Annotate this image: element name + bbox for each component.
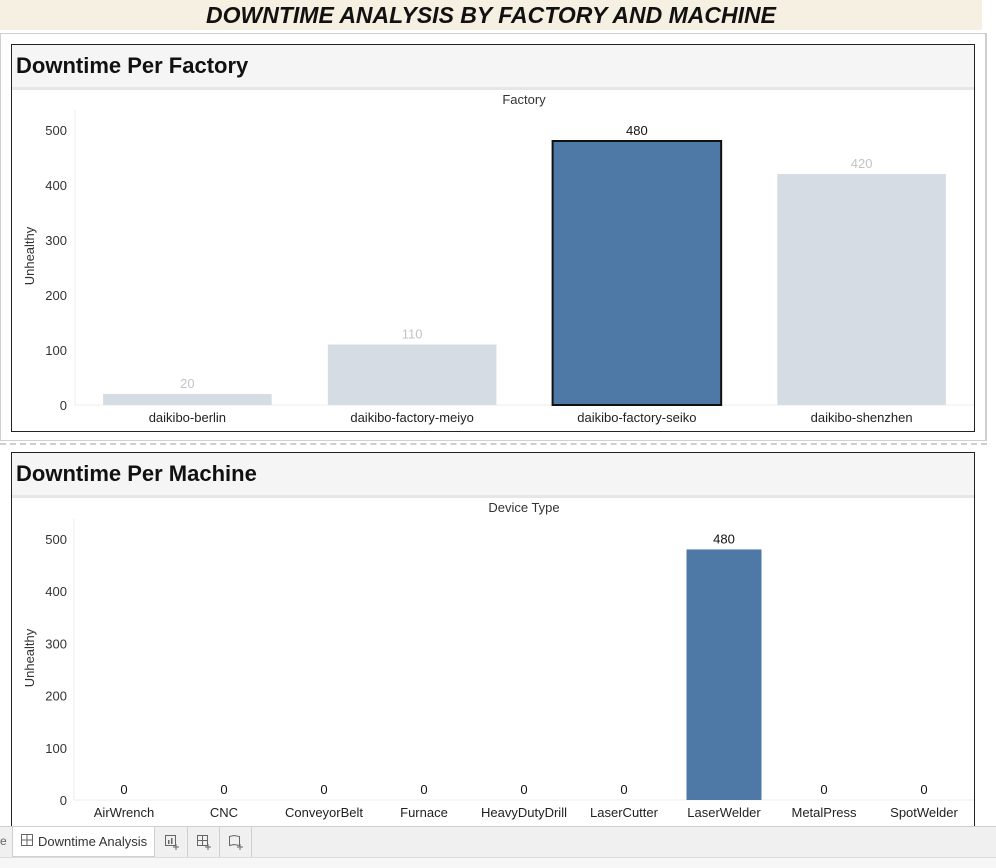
bar-value-label: 0 xyxy=(820,782,827,797)
new-story-button[interactable] xyxy=(220,827,252,857)
bar-value-label: 480 xyxy=(713,531,735,546)
x-tick-label[interactable]: SpotWelder xyxy=(890,805,958,820)
x-tick-label[interactable]: Furnace xyxy=(400,805,448,820)
x-tick-label[interactable]: MetalPress xyxy=(791,805,857,820)
previous-tab-edge[interactable]: e xyxy=(0,834,7,848)
chart-header: Factory xyxy=(502,92,546,107)
bar-value-label: 420 xyxy=(851,156,873,171)
new-dashboard-icon xyxy=(196,835,211,850)
x-tick-label[interactable]: CNC xyxy=(210,805,238,820)
x-tick-label[interactable]: daikibo-factory-seiko xyxy=(577,410,696,425)
tab-downtime-analysis[interactable]: Downtime Analysis xyxy=(12,827,155,857)
y-tick-label: 500 xyxy=(45,532,67,547)
y-tick-label: 200 xyxy=(45,288,67,303)
bar-value-label: 0 xyxy=(220,782,227,797)
bar-value-label: 0 xyxy=(620,782,627,797)
bar-value-label: 0 xyxy=(120,782,127,797)
bar-value-label: 20 xyxy=(180,376,194,391)
panel-title: Downtime Per Factory xyxy=(12,45,974,90)
y-axis-label: Unhealthy xyxy=(22,628,37,687)
bar-daikibo-berlin[interactable] xyxy=(103,394,272,405)
x-tick-label[interactable]: daikibo-shenzhen xyxy=(811,410,913,425)
new-dashboard-button[interactable] xyxy=(188,827,220,857)
y-tick-label: 300 xyxy=(45,233,67,248)
panel-title: Downtime Per Machine xyxy=(12,453,974,498)
y-tick-label: 400 xyxy=(45,178,67,193)
x-tick-label[interactable]: AirWrench xyxy=(94,805,154,820)
status-strip xyxy=(0,857,996,868)
bar-value-label: 0 xyxy=(420,782,427,797)
y-tick-label: 500 xyxy=(45,123,67,138)
dashboard-zone-frame xyxy=(0,33,987,441)
bar-daikibo-factory-meiyo[interactable] xyxy=(327,344,497,406)
dashboard-icon xyxy=(21,827,33,856)
x-tick-label[interactable]: LaserCutter xyxy=(590,805,659,820)
x-tick-label[interactable]: daikibo-factory-meiyo xyxy=(350,410,474,425)
y-tick-label: 0 xyxy=(60,793,67,808)
x-tick-label[interactable]: ConveyorBelt xyxy=(285,805,363,820)
bar-value-label: 0 xyxy=(320,782,327,797)
bar-value-label: 480 xyxy=(626,123,648,138)
y-tick-label: 300 xyxy=(45,636,67,651)
bar-laserwelder[interactable] xyxy=(686,549,762,800)
new-worksheet-button[interactable] xyxy=(156,827,188,857)
zone-divider xyxy=(0,443,987,445)
new-story-icon xyxy=(228,834,243,850)
x-tick-label[interactable]: HeavyDutyDrill xyxy=(481,805,567,820)
factory-bar-chart: Factory Unhealthy 0 100 200 300 400 500 20 daikib… xyxy=(22,92,974,425)
bar-daikibo-shenzhen[interactable] xyxy=(777,174,946,405)
x-tick-label[interactable]: LaserWelder xyxy=(687,805,761,820)
bar-value-label: 110 xyxy=(402,327,423,342)
y-axis-label: Unhealthy xyxy=(22,226,37,285)
sheet-tab-bar: e Downtime Analysis xyxy=(0,826,996,868)
bar-value-label: 0 xyxy=(520,782,527,797)
y-tick-label: 0 xyxy=(60,398,67,413)
y-tick-label: 100 xyxy=(45,343,67,358)
dashboard-title: DOWNTIME ANALYSIS BY FACTORY AND MACHINE xyxy=(0,0,982,30)
tab-label: Downtime Analysis xyxy=(38,834,148,849)
bar-daikibo-factory-seiko[interactable] xyxy=(551,140,723,406)
chart-header: Device Type xyxy=(488,500,559,515)
machine-bar-chart: Device Type Unhealthy 0 100 200 300 400 500 0 Air… xyxy=(22,500,974,820)
machine-downtime-panel: Downtime Per Machine Device Type Unhealth… xyxy=(11,452,975,832)
y-tick-label: 400 xyxy=(45,584,67,599)
y-tick-label: 100 xyxy=(45,741,67,756)
x-tick-label[interactable]: daikibo-berlin xyxy=(149,410,226,425)
bar-value-label: 0 xyxy=(920,782,927,797)
new-worksheet-icon xyxy=(164,835,179,850)
factory-downtime-panel: Downtime Per Factory Factory Unhealthy 0 10… xyxy=(11,44,975,432)
y-tick-label: 200 xyxy=(45,689,67,704)
